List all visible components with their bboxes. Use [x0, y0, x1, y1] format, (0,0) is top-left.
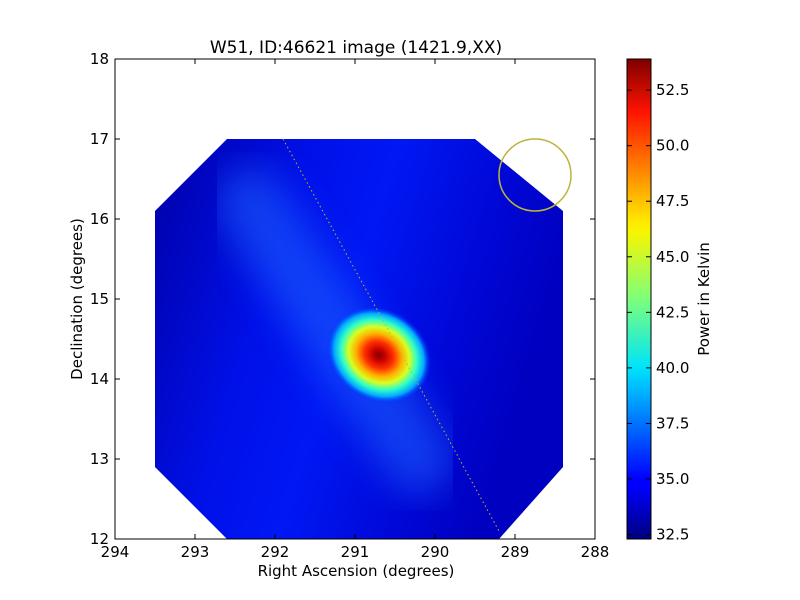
colorbar-tick-label: 45.0	[656, 248, 689, 266]
y-tick-label: 14	[90, 370, 109, 388]
y-tick-label: 16	[90, 210, 109, 228]
y-tick-label: 17	[90, 130, 109, 148]
x-tick-label: 288	[581, 543, 610, 561]
colorbar-tick-label: 37.5	[656, 414, 689, 432]
x-axis-label: Right Ascension (degrees)	[258, 562, 455, 580]
colorbar-tick-label: 47.5	[656, 192, 689, 210]
x-tick-label: 290	[421, 543, 450, 561]
x-axis-ticks: 294 293 292 291 290 289 288	[101, 59, 610, 561]
colorbar-tick-label: 35.0	[656, 470, 689, 488]
chart-title: W51, ID:46621 image (1421.9,XX)	[210, 38, 502, 58]
colorbar-tick-label: 32.5	[656, 526, 689, 544]
beam-circle	[498, 138, 572, 212]
x-tick-label: 289	[501, 543, 530, 561]
x-tick-label: 293	[181, 543, 210, 561]
source-peak	[326, 306, 432, 404]
colorbar-tick-label: 42.5	[656, 303, 689, 321]
colorbar-label: Power in Kelvin	[695, 242, 713, 356]
x-tick-label: 292	[261, 543, 290, 561]
y-tick-label: 12	[90, 530, 109, 548]
colorbar-ticks: 32.5 35.0 37.5 40.0 42.5 45.0 47.5 50.0 52.5	[627, 81, 689, 544]
y-tick-label: 15	[90, 290, 109, 308]
y-axis-label: Declination (degrees)	[68, 218, 86, 380]
y-axis-ticks: 12 13 14 15 16 17 18	[90, 50, 595, 548]
colorbar-tick-label: 50.0	[656, 137, 689, 155]
x-tick-label: 291	[341, 543, 370, 561]
colorbar	[626, 58, 652, 540]
colorbar-tick-label: 52.5	[656, 81, 689, 99]
heatmap-image	[155, 138, 572, 539]
y-tick-label: 18	[90, 50, 109, 68]
x-tick-label: 294	[101, 543, 130, 561]
y-tick-label: 13	[90, 450, 109, 468]
colorbar-tick-label: 40.0	[656, 359, 689, 377]
